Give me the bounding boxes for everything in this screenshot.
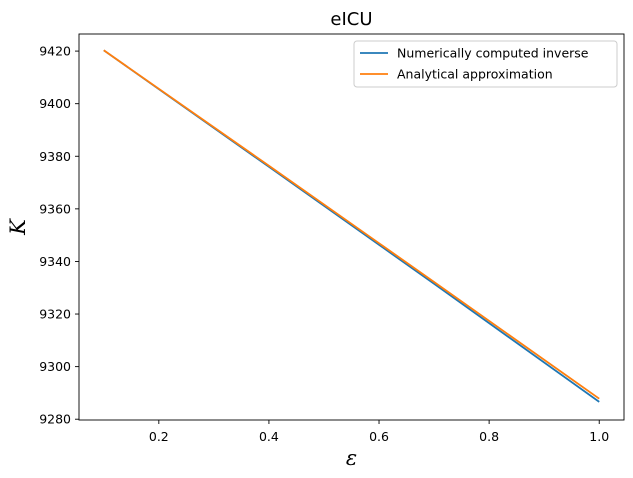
x-tick-label: 0.2 xyxy=(149,429,169,444)
x-tick-label: 0.8 xyxy=(479,429,499,444)
x-axis-label: ε xyxy=(346,446,357,470)
y-tick-label: 9340 xyxy=(39,254,71,269)
x-tick-label: 0.4 xyxy=(259,429,279,444)
y-tick-label: 9320 xyxy=(39,307,71,322)
y-tick-label: 9300 xyxy=(39,359,71,374)
y-axis-label: K xyxy=(6,218,30,236)
series-line-1 xyxy=(103,49,600,400)
chart-title: eICU xyxy=(330,9,372,30)
y-tick-label: 9360 xyxy=(39,201,71,216)
y-tick-label: 9420 xyxy=(39,44,71,59)
y-tick-label: 9400 xyxy=(39,96,71,111)
y-axis-ticks: 9280 9300 9320 9340 9360 9380 9400 9420 xyxy=(39,44,79,427)
y-tick-label: 9280 xyxy=(39,412,71,427)
x-tick-label: 0.6 xyxy=(369,429,389,444)
y-tick-label: 9380 xyxy=(39,149,71,164)
legend-box xyxy=(353,40,618,88)
series-group xyxy=(103,49,600,403)
axes-frame xyxy=(78,33,625,421)
legend-label: Analytical approximation xyxy=(397,67,553,82)
legend-label: Numerically computed inverse xyxy=(397,46,589,61)
x-axis-ticks: 0.2 0.4 0.6 0.8 1.0 xyxy=(149,420,609,444)
legend: Numerically computed inverse Analytical a… xyxy=(353,40,618,88)
x-tick-label: 1.0 xyxy=(589,429,609,444)
